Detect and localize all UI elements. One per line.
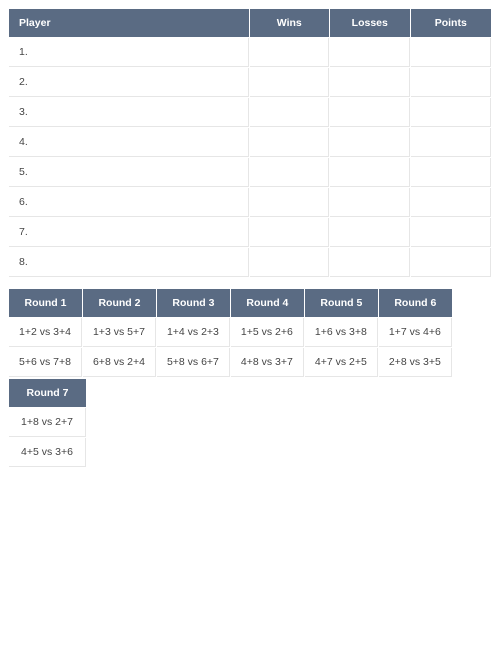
table-row: 3. [9, 98, 491, 127]
matchup-cell: 1+2 vs 3+4 [9, 318, 82, 347]
round-header: Round 4 [231, 289, 304, 317]
matchup-cell: 5+6 vs 7+8 [9, 348, 82, 377]
cell-wins [250, 248, 330, 277]
cell-points [411, 188, 491, 217]
cell-wins [250, 98, 330, 127]
rounds-table-extra: Round 7 1+8 vs 2+74+5 vs 3+6 [8, 378, 87, 468]
cell-num: 3. [9, 98, 249, 127]
cell-num: 6. [9, 188, 249, 217]
matchup-cell: 1+6 vs 3+8 [305, 318, 378, 347]
col-player: Player [9, 9, 249, 37]
cell-wins [250, 218, 330, 247]
table-row: 7. [9, 218, 491, 247]
cell-losses [330, 98, 410, 127]
cell-num: 5. [9, 158, 249, 187]
matchup-cell: 1+8 vs 2+7 [9, 408, 86, 437]
round-header: Round 3 [157, 289, 230, 317]
round-header: Round 6 [379, 289, 452, 317]
cell-losses [330, 128, 410, 157]
col-points: Points [411, 9, 491, 37]
round-header: Round 2 [83, 289, 156, 317]
matchup-cell: 2+8 vs 3+5 [379, 348, 452, 377]
cell-points [411, 218, 491, 247]
matchup-cell: 4+8 vs 3+7 [231, 348, 304, 377]
table-row: 1. [9, 38, 491, 67]
cell-points [411, 158, 491, 187]
cell-wins [250, 188, 330, 217]
table-row: 5+6 vs 7+86+8 vs 2+45+8 vs 6+74+8 vs 3+7… [9, 348, 452, 377]
cell-losses [330, 38, 410, 67]
table-row: 1+2 vs 3+41+3 vs 5+71+4 vs 2+31+5 vs 2+6… [9, 318, 452, 347]
cell-points [411, 248, 491, 277]
table-row: 2. [9, 68, 491, 97]
cell-wins [250, 158, 330, 187]
col-losses: Losses [330, 9, 410, 37]
matchup-cell: 1+5 vs 2+6 [231, 318, 304, 347]
cell-losses [330, 158, 410, 187]
table-row: 4. [9, 128, 491, 157]
matchup-cell: 4+5 vs 3+6 [9, 438, 86, 467]
table-row: 4+5 vs 3+6 [9, 438, 86, 467]
cell-points [411, 98, 491, 127]
cell-num: 7. [9, 218, 249, 247]
cell-losses [330, 188, 410, 217]
cell-num: 2. [9, 68, 249, 97]
matchup-cell: 5+8 vs 6+7 [157, 348, 230, 377]
cell-wins [250, 38, 330, 67]
table-row: 8. [9, 248, 491, 277]
round-header: Round 1 [9, 289, 82, 317]
cell-points [411, 68, 491, 97]
cell-wins [250, 68, 330, 97]
matchup-cell: 6+8 vs 2+4 [83, 348, 156, 377]
round-header: Round 5 [305, 289, 378, 317]
round-header: Round 7 [9, 379, 86, 407]
table-row: 5. [9, 158, 491, 187]
cell-losses [330, 68, 410, 97]
matchup-cell: 1+4 vs 2+3 [157, 318, 230, 347]
table-row: 6. [9, 188, 491, 217]
matchup-cell: 1+7 vs 4+6 [379, 318, 452, 347]
matchup-cell: 1+3 vs 5+7 [83, 318, 156, 347]
cell-num: 1. [9, 38, 249, 67]
rounds-table-main: Round 1Round 2Round 3Round 4Round 5Round… [8, 288, 453, 378]
cell-points [411, 38, 491, 67]
col-wins: Wins [250, 9, 330, 37]
cell-losses [330, 218, 410, 247]
cell-wins [250, 128, 330, 157]
matchup-cell: 4+7 vs 2+5 [305, 348, 378, 377]
cell-points [411, 128, 491, 157]
cell-num: 4. [9, 128, 249, 157]
cell-num: 8. [9, 248, 249, 277]
table-row: 1+8 vs 2+7 [9, 408, 86, 437]
cell-losses [330, 248, 410, 277]
player-standings-table: Player Wins Losses Points 1.2.3.4.5.6.7.… [8, 8, 492, 278]
